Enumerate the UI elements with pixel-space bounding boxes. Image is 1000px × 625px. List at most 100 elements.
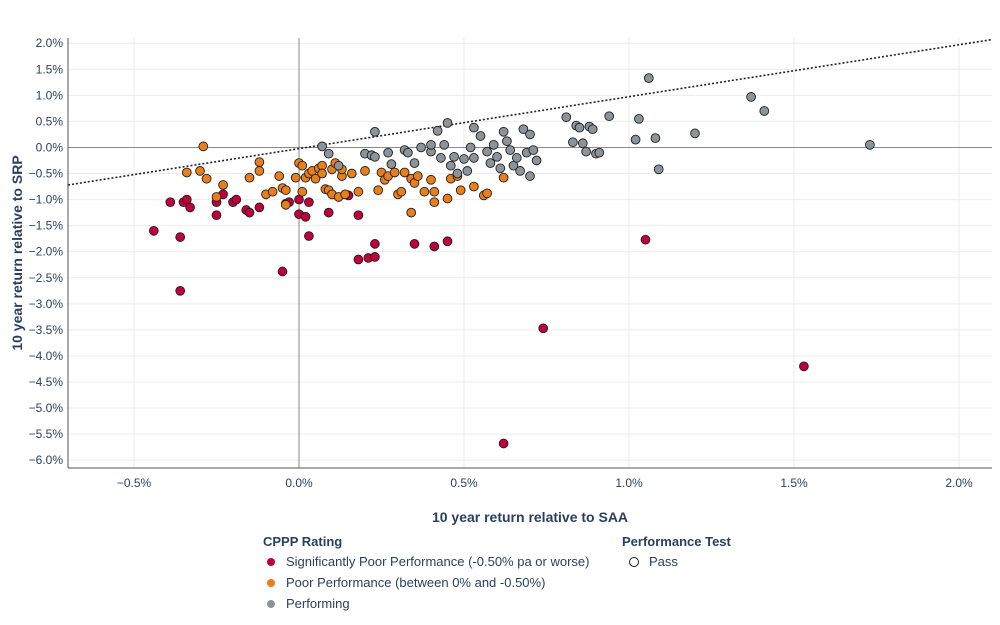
- data-point-performing: [485, 158, 496, 168]
- y-tick-label: −3.0%: [29, 297, 64, 311]
- data-point-poor: [290, 172, 301, 183]
- data-point-poor: [412, 171, 423, 181]
- y-tick-label: 1.0%: [36, 88, 64, 102]
- data-point-performing: [409, 158, 420, 168]
- legend-title-cppp-rating: CPPP Rating: [263, 534, 342, 549]
- y-tick-label: 1.5%: [36, 62, 64, 76]
- data-point-poor: [442, 193, 453, 204]
- data-point-performing: [383, 147, 393, 158]
- data-point-performing: [502, 136, 512, 147]
- data-point-performing: [432, 125, 443, 136]
- y-tick-label: −4.0%: [29, 349, 64, 363]
- data-point-significant: [442, 236, 453, 247]
- y-tick-label: −6.0%: [29, 453, 64, 467]
- data-point-performing: [323, 148, 334, 159]
- data-point-poor: [346, 168, 357, 179]
- data-point-poor: [280, 199, 291, 210]
- data-point-poor: [198, 141, 209, 152]
- legend-item-pass[interactable]: Pass: [649, 554, 678, 569]
- x-tick-label: 1.5%: [780, 476, 808, 490]
- y-tick-label: −5.0%: [29, 401, 64, 415]
- legend-marker-performing[interactable]: [267, 600, 275, 608]
- data-point-performing: [482, 146, 492, 157]
- data-point-performing: [452, 168, 463, 179]
- data-point-performing: [531, 155, 542, 166]
- legend-item-performing[interactable]: Performing: [286, 596, 350, 611]
- data-point-performing: [475, 131, 486, 141]
- legend-marker-pass[interactable]: [629, 557, 639, 567]
- legend: CPPP Rating Significantly Poor Performan…: [263, 534, 732, 611]
- data-point-poor: [498, 172, 509, 183]
- data-point-performing: [690, 128, 700, 139]
- data-point-performing: [525, 171, 535, 181]
- data-point-significant: [175, 285, 186, 296]
- y-tick-label: −4.5%: [29, 375, 64, 389]
- data-point-significant: [353, 210, 364, 221]
- data-point-poor: [254, 157, 265, 167]
- data-point-poor: [389, 167, 400, 178]
- data-point-poor: [419, 186, 430, 197]
- reference-line-group: [67, 38, 993, 186]
- data-point-significant: [409, 239, 420, 249]
- data-point-significant: [429, 241, 440, 252]
- data-point-poor: [455, 185, 466, 196]
- legend-marker-significant[interactable]: [267, 558, 275, 566]
- data-point-significant: [304, 231, 314, 241]
- legend-marker-poor[interactable]: [267, 579, 275, 587]
- data-point-performing: [317, 141, 327, 152]
- legend-item-poor[interactable]: Poor Performance (between 0% and -0.50%): [286, 575, 545, 590]
- data-point-poor: [373, 185, 384, 196]
- data-point-significant: [370, 239, 380, 249]
- data-point-poor: [399, 167, 410, 178]
- x-tick-label: 0.0%: [285, 476, 313, 490]
- data-point-poor: [340, 189, 351, 200]
- y-axis-title: 10 year return relative to SRP: [9, 155, 25, 350]
- data-point-poor: [429, 186, 440, 197]
- data-point-performing: [561, 112, 572, 123]
- data-point-poor: [181, 167, 192, 178]
- data-point-performing: [333, 160, 344, 171]
- data-point-performing: [386, 159, 397, 169]
- data-point-performing: [465, 142, 476, 153]
- data-point-performing: [403, 147, 413, 158]
- data-point-performing: [518, 124, 529, 135]
- data-point-significant: [300, 211, 311, 222]
- data-point-significant: [799, 361, 809, 372]
- data-point-significant: [370, 252, 380, 262]
- data-point-performing: [581, 146, 591, 157]
- data-point-performing: [511, 153, 522, 163]
- data-points: [148, 73, 875, 449]
- data-point-significant: [211, 210, 222, 221]
- data-point-performing: [568, 137, 578, 148]
- data-point-poor: [254, 166, 265, 176]
- y-tick-label: −1.0%: [29, 193, 64, 207]
- data-point-performing: [426, 139, 436, 150]
- data-point-poor: [195, 166, 205, 176]
- data-point-performing: [643, 73, 654, 83]
- x-tick-label: 1.0%: [615, 476, 643, 490]
- data-point-significant: [323, 207, 334, 218]
- tick-labels: −0.5% 0.0% 0.5% 1.0% 1.5% 2.0% 2.0% 1.5% 1.0% 0.5…: [29, 36, 973, 490]
- data-point-poor: [396, 186, 407, 197]
- data-point-significant: [175, 232, 186, 242]
- y-tick-label: 0.5%: [36, 114, 64, 128]
- data-point-significant: [231, 194, 242, 205]
- data-point-performing: [469, 122, 479, 133]
- data-point-poor: [274, 171, 285, 181]
- data-point-poor: [469, 181, 479, 192]
- data-point-poor: [218, 180, 228, 190]
- x-axis-title: 10 year return relative to SAA: [432, 509, 628, 525]
- data-point-performing: [759, 106, 770, 116]
- data-point-performing: [449, 151, 459, 162]
- data-point-poor: [201, 173, 212, 184]
- data-point-performing: [525, 129, 535, 140]
- data-point-significant: [538, 323, 549, 334]
- y-tick-label: −3.5%: [29, 323, 64, 337]
- legend-item-significant[interactable]: Significantly Poor Performance (-0.50% p…: [286, 554, 589, 569]
- data-point-performing: [515, 166, 525, 176]
- data-point-performing: [634, 113, 644, 124]
- data-point-performing: [495, 163, 506, 174]
- y-tick-label: −5.5%: [29, 427, 64, 441]
- data-point-significant: [498, 438, 509, 449]
- y-tick-label: −1.5%: [29, 219, 64, 233]
